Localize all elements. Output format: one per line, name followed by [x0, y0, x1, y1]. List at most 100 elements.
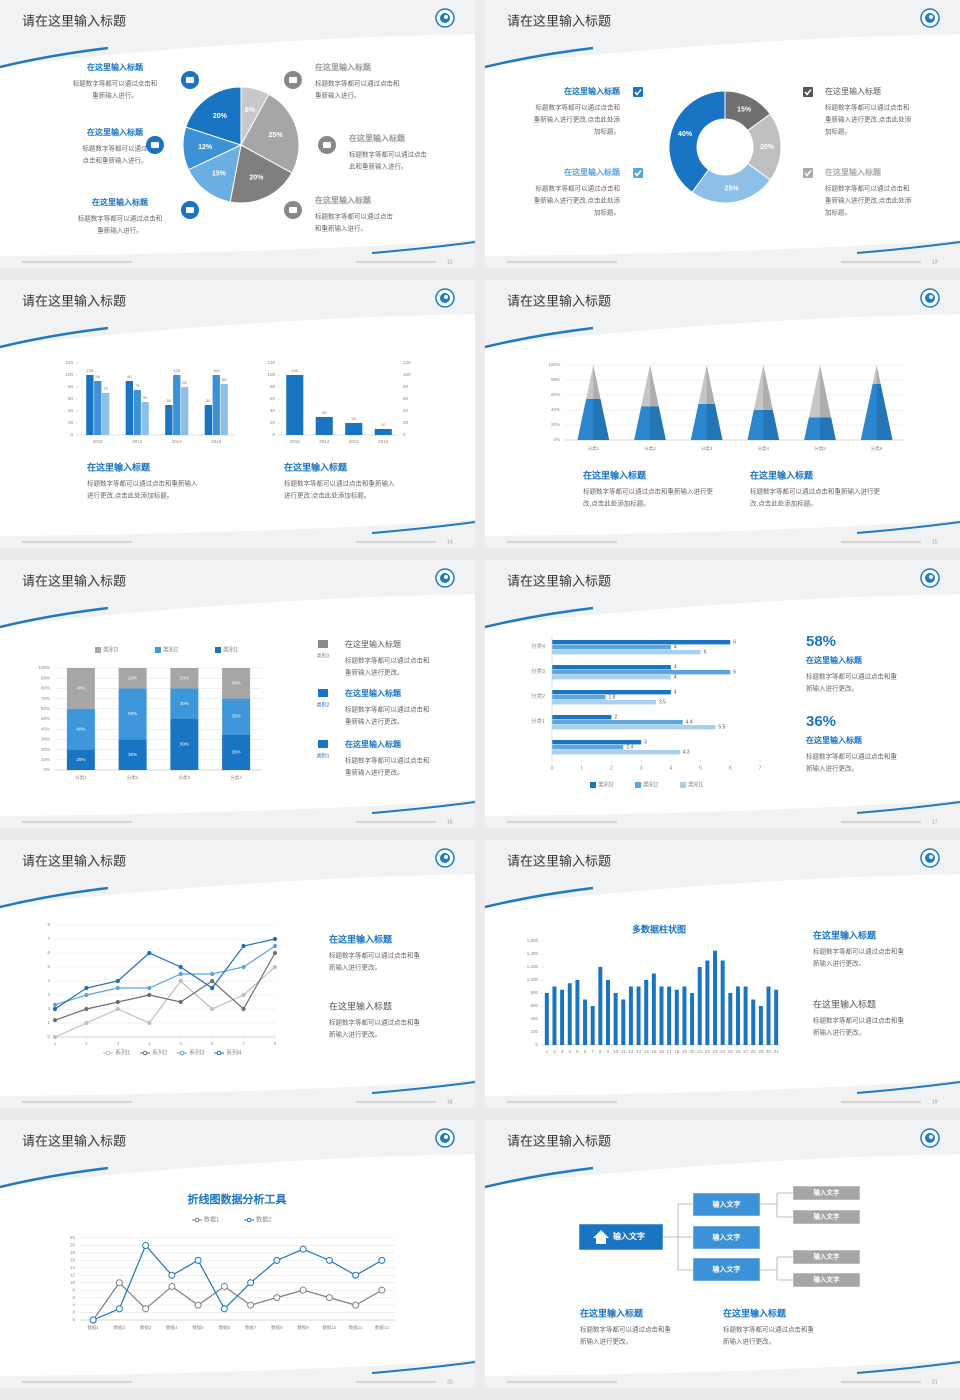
pyramid-segment: [634, 406, 666, 440]
item-text: 重新输入进行。: [92, 91, 138, 100]
bar: [590, 1006, 595, 1045]
y-tick-label: 100: [403, 372, 411, 377]
y-tick-label: 60: [403, 396, 409, 401]
point: [241, 943, 246, 949]
point: [220, 1282, 228, 1290]
y-tick-label: 6: [72, 1295, 75, 1300]
logo-dot: [929, 15, 933, 19]
value-label: 8%: [245, 107, 256, 114]
legend-dot: [179, 1050, 185, 1056]
y-tick-label: 90%: [41, 675, 50, 680]
point: [84, 1006, 89, 1012]
value-label: 50: [206, 398, 211, 403]
y-tick-label: 40: [403, 408, 409, 413]
bar: [567, 983, 572, 1045]
item-text: 标题数字等都可以通过点击和重: [806, 752, 898, 761]
x-tick-label: 13: [636, 1049, 642, 1054]
point: [52, 1006, 58, 1012]
item-text: 加标题。: [594, 208, 620, 217]
branch-node: [692, 1225, 761, 1250]
x-tick-label: 数据6: [219, 1324, 231, 1331]
x-tick-label: 25: [728, 1049, 734, 1054]
slice: [691, 162, 772, 204]
x-tick-label: 数据1: [87, 1324, 99, 1331]
y-tick-label: 400: [530, 1016, 538, 1021]
slice: [240, 93, 300, 174]
check: [804, 89, 812, 96]
x-tick-label: 11: [621, 1049, 626, 1054]
bar: [552, 750, 680, 755]
page-number: 21: [932, 1379, 938, 1385]
leaf-node: [792, 1185, 861, 1201]
bar: [94, 381, 102, 435]
y-tick-label: 600: [530, 1003, 538, 1008]
bar: [181, 387, 189, 435]
point: [52, 1018, 58, 1023]
slide: 请在这里输入标题1315%20%25%40%在这里输入标题标题数字等都可以通过点…: [484, 0, 960, 268]
value-label: 30%: [232, 680, 241, 685]
item-text: 重新输入进行更改,点击此处添: [534, 115, 621, 124]
page-number: 13: [932, 259, 938, 265]
footer-accent: [371, 1361, 476, 1374]
connector: [760, 1192, 793, 1281]
bar: [125, 381, 133, 435]
x-tick-label: 数据5: [192, 1324, 204, 1331]
x-tick-label: 5: [179, 1041, 182, 1046]
value-label: 3: [644, 740, 647, 746]
x-tick-label: 数据2: [114, 1324, 126, 1331]
x-tick-label: 3: [117, 1041, 120, 1046]
point: [147, 1020, 152, 1026]
point: [147, 950, 152, 956]
value-label: 20: [352, 416, 357, 421]
bar-segment: [118, 739, 147, 770]
x-tick-label: 2010: [378, 439, 389, 444]
item-text: 新输入进行更改。: [329, 1030, 381, 1039]
item-text: 标题数字等都可以通过点击: [315, 212, 394, 221]
bar: [552, 725, 716, 730]
bar: [690, 993, 695, 1045]
y-tick-label: 4: [72, 1302, 75, 1307]
value-label: 70: [103, 386, 108, 391]
leaf-node-label: 输入文字: [814, 1212, 841, 1221]
legend-dot: [105, 1050, 111, 1056]
x-tick-label: 10: [613, 1049, 619, 1054]
legend-label: 数据1: [204, 1216, 220, 1224]
item-title: 在这里输入标题: [813, 998, 876, 1009]
y-tick-label: 120: [267, 360, 275, 365]
bar-segment: [170, 668, 199, 689]
page-number: 14: [447, 539, 453, 545]
legend-label: 类别1: [223, 646, 239, 654]
bar: [713, 950, 718, 1045]
x-tick-label: 22: [705, 1049, 711, 1054]
bar: [735, 986, 740, 1045]
value-label: 100: [173, 368, 180, 373]
y-tick-label: 1,600: [527, 938, 539, 943]
item-text: 新输入进行更改。: [813, 1028, 865, 1037]
point: [84, 985, 89, 991]
x-tick-label: 31: [774, 1049, 780, 1054]
legend-swatch: [680, 782, 686, 788]
bar: [552, 745, 624, 750]
page-number: 19: [932, 1099, 938, 1105]
value-label: 4: [674, 690, 677, 696]
footer-text-bar: [841, 541, 921, 543]
x-tick-label: 分类2: [644, 445, 656, 452]
y-tick-label: 0: [47, 1034, 50, 1039]
value-label: 10: [381, 422, 386, 427]
slide-title: 请在这里输入标题: [22, 13, 126, 28]
pyramid-segment: [808, 365, 832, 418]
footer-accent: [856, 241, 960, 254]
value-label: 30: [322, 410, 327, 415]
bar: [552, 720, 683, 725]
x-tick-label: 分类3: [701, 445, 713, 452]
item-text: 新输入进行更改。: [813, 959, 865, 968]
bar: [165, 405, 173, 435]
branch-node-label: 输入文字: [713, 1232, 741, 1241]
footer-accent: [856, 1081, 960, 1094]
accent-line: [0, 1166, 109, 1189]
point: [210, 985, 215, 991]
branch-node-label: 输入文字: [713, 1264, 741, 1273]
value-label: 20%: [213, 113, 228, 120]
item-text: 标题数字等都可以通过点击和重: [723, 1325, 815, 1334]
point: [168, 1282, 176, 1290]
